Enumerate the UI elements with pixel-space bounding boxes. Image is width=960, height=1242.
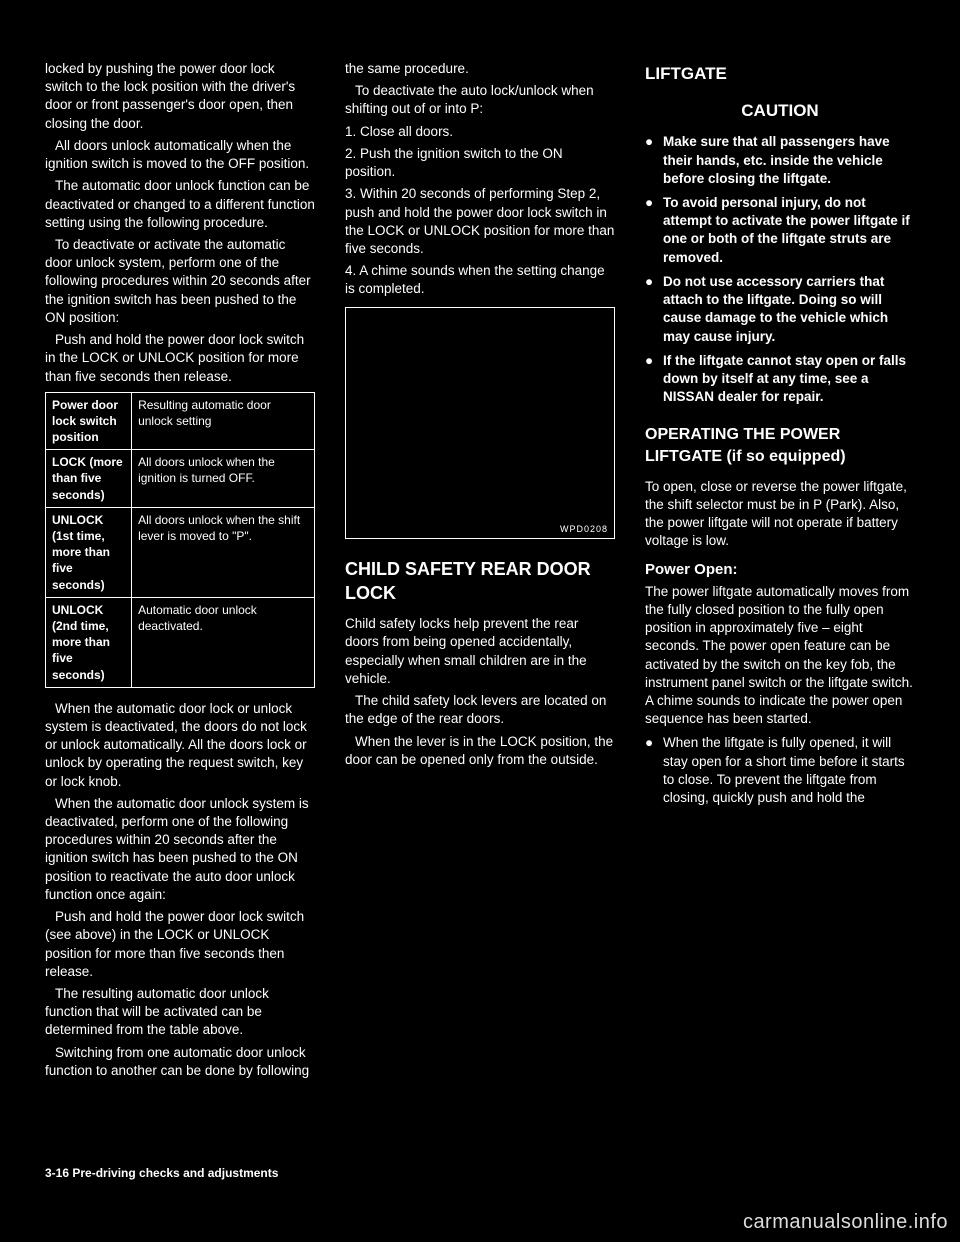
- text: When the automatic door lock or unlock s…: [45, 700, 315, 791]
- text: Switching from one automatic door unlock…: [45, 1044, 315, 1080]
- list-item: 1. Close all doors.: [345, 123, 615, 141]
- column-1: locked by pushing the power door lock sw…: [45, 60, 315, 1084]
- caution-heading: CAUTION: [645, 100, 915, 123]
- text: The child safety lock levers are located…: [345, 692, 615, 728]
- text: Child safety locks help prevent the rear…: [345, 615, 615, 688]
- figure-id: WPD0208: [560, 523, 608, 535]
- table-header: Resulting automatic door unlock setting: [132, 392, 315, 450]
- watermark: carmanualsonline.info: [743, 1211, 948, 1234]
- power-open-title: Power Open:: [645, 560, 915, 580]
- list-item: 3. Within 20 seconds of performing Step …: [345, 185, 615, 258]
- text: All doors unlock automatically when the …: [45, 137, 315, 173]
- child-safety-heading: CHILD SAFETY REAR DOOR LOCK: [345, 557, 615, 606]
- info-bullet: ● When the liftgate is fully opened, it …: [645, 734, 915, 807]
- list-item: 4. A chime sounds when the setting chang…: [345, 262, 615, 298]
- table-row: UNLOCK (2nd time, more than five seconds…: [46, 597, 315, 687]
- text: Push and hold the power door lock switch…: [45, 908, 315, 981]
- table-cell: All doors unlock when the shift lever is…: [132, 507, 315, 597]
- table-cell: Automatic door unlock deactivated.: [132, 597, 315, 687]
- text: The automatic door unlock function can b…: [45, 177, 315, 232]
- text: locked by pushing the power door lock sw…: [45, 60, 315, 133]
- table-cell: UNLOCK (2nd time, more than five seconds…: [46, 597, 132, 687]
- liftgate-heading: LIFTGATE: [645, 64, 915, 84]
- caution-bullet: ●If the liftgate cannot stay open or fal…: [645, 352, 915, 407]
- table-row: LOCK (more than five seconds) All doors …: [46, 450, 315, 508]
- text: Push and hold the power door lock switch…: [45, 331, 315, 386]
- caution-bullet: ●To avoid personal injury, do not attemp…: [645, 194, 915, 267]
- text: To deactivate the auto lock/unlock when …: [345, 82, 615, 118]
- caution-bullet: ●Make sure that all passengers have thei…: [645, 133, 915, 188]
- text: The power liftgate automatically moves f…: [645, 583, 915, 729]
- caution-bullet: ●Do not use accessory carriers that atta…: [645, 273, 915, 346]
- text: To deactivate or activate the automatic …: [45, 236, 315, 327]
- text: When the automatic door unlock system is…: [45, 795, 315, 904]
- table-cell: LOCK (more than five seconds): [46, 450, 132, 508]
- table-cell: All doors unlock when the ignition is tu…: [132, 450, 315, 508]
- text: When the lever is in the LOCK position, …: [345, 733, 615, 769]
- column-2: the same procedure. To deactivate the au…: [345, 60, 615, 1084]
- child-lock-figure: WPD0208: [345, 307, 615, 539]
- page-footer: 3-16 Pre-driving checks and adjustments: [45, 1166, 278, 1180]
- lock-switch-table: Power door lock switch position Resultin…: [45, 392, 315, 688]
- column-3: LIFTGATE CAUTION ●Make sure that all pas…: [645, 60, 915, 1084]
- table-cell: UNLOCK (1st time, more than five seconds…: [46, 507, 132, 597]
- text: To open, close or reverse the power lift…: [645, 478, 915, 551]
- text: the same procedure.: [345, 60, 615, 78]
- table-row: UNLOCK (1st time, more than five seconds…: [46, 507, 315, 597]
- list-item: 2. Push the ignition switch to the ON po…: [345, 145, 615, 181]
- table-header: Power door lock switch position: [46, 392, 132, 450]
- operating-liftgate-heading: OPERATING THE POWER LIFTGATE (if so equi…: [645, 424, 915, 467]
- text: The resulting automatic door unlock func…: [45, 985, 315, 1040]
